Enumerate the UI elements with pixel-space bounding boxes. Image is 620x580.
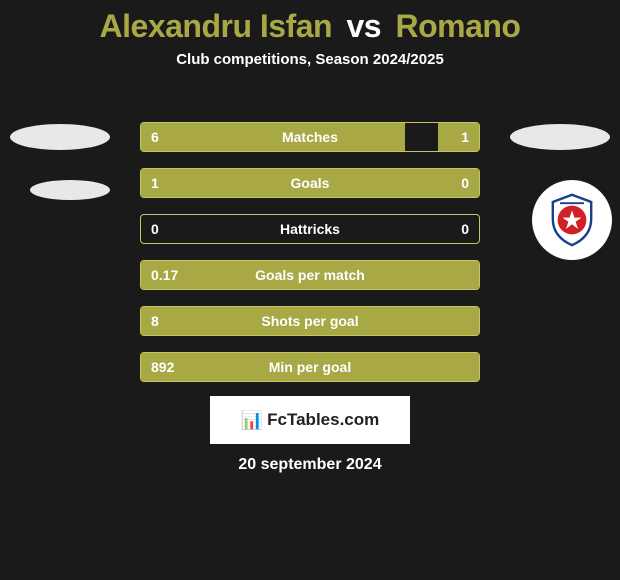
stat-value-right: 0 xyxy=(461,215,469,243)
player2-club-logo xyxy=(532,180,612,260)
stat-value-left: 0 xyxy=(151,215,159,243)
stats-bars: Matches61Goals10Hattricks00Goals per mat… xyxy=(140,122,480,398)
club-crest-icon xyxy=(542,190,602,250)
comparison-title: Alexandru Isfan vs Romano xyxy=(0,0,620,45)
stat-label: Goals xyxy=(141,169,479,197)
subtitle: Club competitions, Season 2024/2025 xyxy=(0,51,620,68)
stat-row-goals: Goals1 0 xyxy=(140,168,480,198)
stat-value-left: 6 xyxy=(151,123,159,151)
stat-value-left: 0.17 xyxy=(151,261,178,289)
stat-row-min-per-goal: Min per goal892 xyxy=(140,352,480,382)
stat-row-hattricks: Hattricks0 0 xyxy=(140,214,480,244)
stat-value-left: 892 xyxy=(151,353,174,381)
stat-row-shots-per-goal: Shots per goal8 xyxy=(140,306,480,336)
stat-label: Shots per goal xyxy=(141,307,479,335)
date-label: 20 september 2024 xyxy=(0,456,620,474)
stat-row-matches: Matches6 1 xyxy=(140,122,480,152)
stat-label: Matches xyxy=(141,123,479,151)
stat-label: Hattricks xyxy=(141,215,479,243)
stat-label: Goals per match xyxy=(141,261,479,289)
player1-name: Alexandru Isfan xyxy=(100,8,333,44)
stat-value-left: 1 xyxy=(151,169,159,197)
vs-text: vs xyxy=(346,8,381,44)
stat-value-right: 0 xyxy=(461,169,469,197)
player2-name: Romano xyxy=(395,8,520,44)
stat-label: Min per goal xyxy=(141,353,479,381)
source-text: FcTables.com xyxy=(267,410,379,430)
player1-photo-placeholder xyxy=(10,124,110,150)
player1-club-placeholder xyxy=(30,180,110,200)
stat-row-goals-per-match: Goals per match0.17 xyxy=(140,260,480,290)
stat-value-right: 1 xyxy=(461,123,469,151)
source-badge: 📊 FcTables.com xyxy=(210,396,410,444)
stat-value-left: 8 xyxy=(151,307,159,335)
player2-photo-placeholder xyxy=(510,124,610,150)
chart-icon: 📊 xyxy=(241,411,263,429)
